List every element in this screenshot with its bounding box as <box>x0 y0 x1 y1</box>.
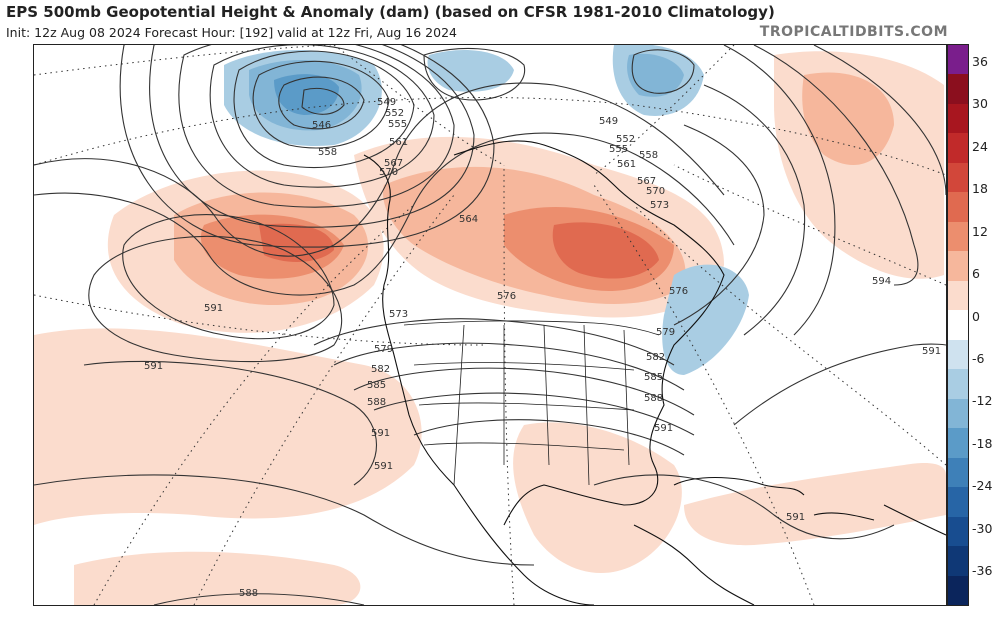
colorbar-tick-label: 30 <box>972 96 988 112</box>
colorbar-segment <box>948 162 968 193</box>
height-contours <box>34 45 946 605</box>
colorbar-tick-label: -12 <box>972 393 993 409</box>
contour-label: 549 <box>377 97 396 108</box>
contour-label: 591 <box>922 346 941 357</box>
brand-watermark[interactable]: TROPICALTIDBITS.COM <box>759 24 948 40</box>
contour-label: 582 <box>371 364 390 375</box>
contour-label: 585 <box>644 372 663 383</box>
political-borders <box>403 320 660 486</box>
colorbar-tick-label: -36 <box>972 563 993 579</box>
contour-label: 552 <box>616 134 635 145</box>
contour-label: 555 <box>388 119 407 130</box>
contour-label: 591 <box>786 512 805 523</box>
contour-label: 561 <box>389 137 408 148</box>
contour-label: 591 <box>654 423 673 434</box>
colorbar-tick-label: -30 <box>972 520 993 536</box>
contour-label: 576 <box>497 291 516 302</box>
colorbar-segment <box>948 339 968 370</box>
anomaly-map: 546 549 552 555 558 561 567 570 564 573 … <box>34 45 946 605</box>
contour-label: 576 <box>669 286 688 297</box>
colorbar-tick-label: -18 <box>972 435 993 451</box>
contour-label: 588 <box>367 397 386 408</box>
map-title: EPS 500mb Geopotential Height & Anomaly … <box>6 3 775 21</box>
colorbar-segment <box>948 546 968 577</box>
contour-label: 558 <box>639 150 658 161</box>
contour-label: 591 <box>144 361 163 372</box>
contour-label: 570 <box>379 167 398 178</box>
contour-label: 549 <box>599 116 618 127</box>
colorbar-segment <box>948 103 968 134</box>
contour-label: 567 <box>384 158 403 169</box>
colorbar-segment <box>948 575 968 606</box>
graticule-lines <box>34 45 946 605</box>
contour-label: 570 <box>646 186 665 197</box>
contour-label: 561 <box>617 159 636 170</box>
colorbar-segment <box>948 457 968 488</box>
contour-label: 588 <box>644 393 663 404</box>
contour-label: 594 <box>872 276 891 287</box>
colorbar-segment <box>948 369 968 400</box>
colorbar-tick-label: 18 <box>972 181 988 197</box>
colorbar-segment <box>948 280 968 311</box>
contour-label: 591 <box>374 461 393 472</box>
contour-label: 558 <box>318 147 337 158</box>
contour-label: 591 <box>204 303 223 314</box>
contour-labels: 546 549 552 555 558 561 567 570 564 573 … <box>144 97 941 599</box>
contour-label: 567 <box>637 176 656 187</box>
colorbar-segment <box>948 45 968 75</box>
map-subtitle: Init: 12z Aug 08 2024 Forecast Hour: [19… <box>6 25 457 40</box>
contour-label: 579 <box>374 344 393 355</box>
colorbar-segment <box>948 310 968 341</box>
colorbar-tick-label: 24 <box>972 138 988 154</box>
map-panel: 546 549 552 555 558 561 567 570 564 573 … <box>33 44 947 606</box>
positive-anomaly-shading <box>34 51 946 605</box>
colorbar-tick-label: 12 <box>972 223 988 239</box>
contour-label: 573 <box>389 309 408 320</box>
colorbar-segment <box>948 428 968 459</box>
colorbar-tick-label: -24 <box>972 478 993 494</box>
contour-label: 591 <box>371 428 390 439</box>
colorbar-segment <box>948 221 968 252</box>
contour-label: 579 <box>656 327 675 338</box>
colorbar-tick-label: 36 <box>972 54 988 69</box>
colorbar <box>947 44 969 606</box>
contour-label: 588 <box>239 588 258 599</box>
colorbar-tick-label: 6 <box>972 266 980 282</box>
colorbar-tick-label: -6 <box>972 350 985 366</box>
colorbar-tick-label: 0 <box>972 308 980 324</box>
contour-label: 582 <box>646 352 665 363</box>
colorbar-segment <box>948 398 968 429</box>
colorbar-segment <box>948 74 968 105</box>
contour-label: 573 <box>650 200 669 211</box>
contour-label: 564 <box>459 214 478 225</box>
colorbar-segment <box>948 251 968 282</box>
colorbar-segment <box>948 192 968 223</box>
contour-label: 552 <box>385 108 404 119</box>
contour-label: 555 <box>609 144 628 155</box>
contour-label: 585 <box>367 380 386 391</box>
colorbar-segment <box>948 516 968 547</box>
colorbar-segment <box>948 133 968 164</box>
contour-label: 546 <box>312 120 331 131</box>
colorbar-segment <box>948 487 968 518</box>
coastlines <box>363 140 946 605</box>
